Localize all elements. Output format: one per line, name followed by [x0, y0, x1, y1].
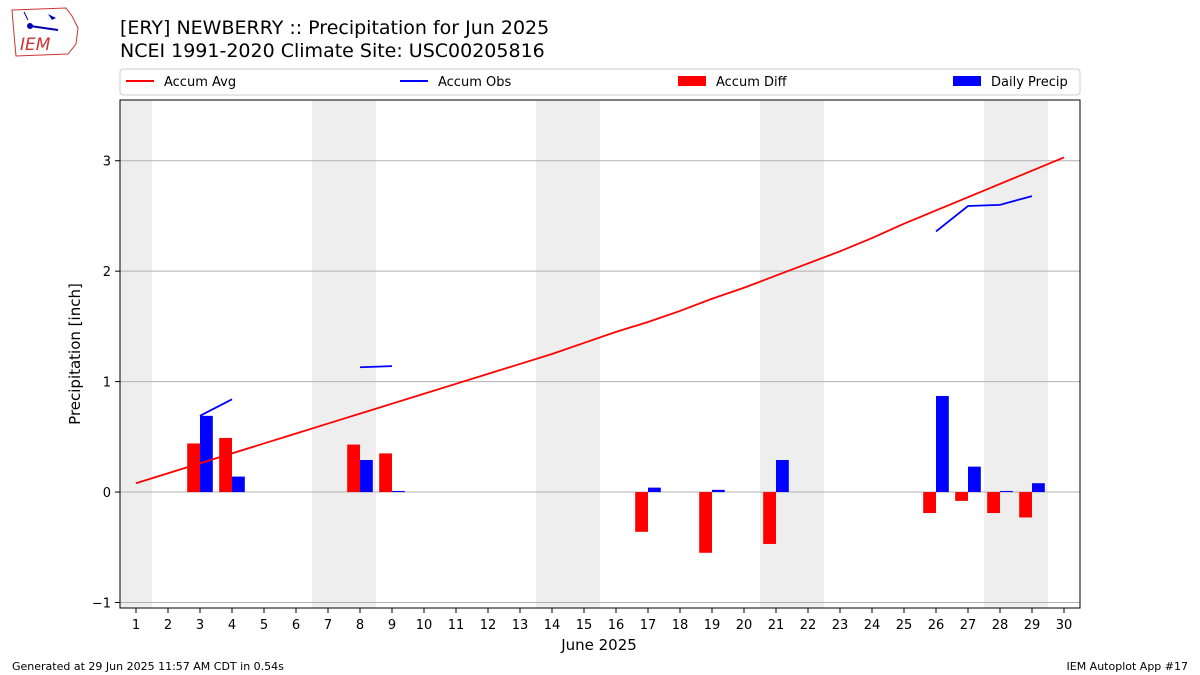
accum-diff-bar — [379, 453, 392, 493]
plot-frame — [119, 99, 1081, 609]
accum-diff-bar — [763, 492, 776, 544]
daily-precip-bar — [392, 490, 405, 493]
accum-avg-line — [135, 156, 1065, 485]
footer-app: IEM Autoplot App #17 — [1066, 660, 1189, 673]
x-tick-label: 14 — [544, 618, 561, 633]
x-tick-label: 7 — [324, 618, 332, 633]
bars — [187, 395, 1045, 553]
accum-diff-bar — [1019, 492, 1032, 518]
daily-precip-bar — [648, 487, 661, 493]
x-tick-label: 22 — [800, 618, 817, 633]
accum-diff-bar — [923, 492, 936, 514]
legend-swatch-daily_precip — [953, 76, 981, 86]
x-tick-label: 8 — [356, 618, 364, 633]
x-tick-label: 4 — [228, 618, 236, 633]
x-axis-label: June 2025 — [560, 636, 637, 654]
weekend-band — [568, 100, 600, 608]
accum-diff-bar — [699, 492, 712, 553]
weekend-band — [792, 100, 824, 608]
daily-precip-bar — [1032, 483, 1045, 493]
accum-diff-bar — [187, 443, 200, 493]
chart-subtitle: NCEI 1991-2020 Climate Site: USC00205816 — [120, 40, 545, 62]
x-tick-label: 25 — [896, 618, 913, 633]
x-tick-label: 18 — [672, 618, 689, 633]
legend-label-daily_precip: Daily Precip — [991, 75, 1068, 90]
x-tick-label: 5 — [260, 618, 268, 633]
x-tick-label: 2 — [164, 618, 172, 633]
y-tick-label: −1 — [92, 596, 111, 611]
weekend-band — [1016, 100, 1048, 608]
x-tick-label: 20 — [736, 618, 753, 633]
lines — [135, 156, 1065, 485]
weekend-band — [312, 100, 344, 608]
legend-label-accum_diff: Accum Diff — [716, 75, 788, 90]
daily-precip-bar — [968, 466, 981, 493]
x-tick-label: 29 — [1024, 618, 1041, 633]
x-tick-label: 10 — [416, 618, 433, 633]
x-tick-label: 17 — [640, 618, 657, 633]
x-tick-label: 19 — [704, 618, 721, 633]
grid-lines — [120, 160, 1080, 603]
daily-precip-bar — [232, 476, 245, 493]
x-tick-label: 3 — [196, 618, 204, 633]
legend: Accum Avg Accum Obs Accum Diff Daily Precip — [119, 68, 1081, 96]
legend-label-accum_obs: Accum Obs — [438, 75, 511, 90]
accum-obs-line — [935, 195, 1033, 233]
y-tick-label: 1 — [103, 376, 111, 391]
accum-diff-bar — [987, 492, 1000, 514]
daily-precip-bar — [200, 415, 213, 493]
x-tick-label: 15 — [576, 618, 593, 633]
weekend-band — [344, 100, 376, 608]
y-tick-label: 2 — [103, 265, 111, 280]
x-tick-label: 30 — [1056, 618, 1073, 633]
accum-diff-bar — [955, 492, 968, 501]
y-axis-label: Precipitation [inch] — [66, 283, 84, 425]
daily-precip-bar — [360, 460, 373, 493]
weekend-band — [120, 100, 152, 608]
x-tick-label: 24 — [864, 618, 881, 633]
daily-precip-bar — [776, 460, 789, 493]
footer-generated: Generated at 29 Jun 2025 11:57 AM CDT in… — [12, 660, 284, 673]
logo-text: IEM — [20, 35, 51, 55]
legend-swatch-accum_diff — [678, 76, 706, 86]
weekend-shading — [120, 100, 1048, 608]
x-tick-label: 13 — [512, 618, 529, 633]
x-tick-label: 11 — [448, 618, 465, 633]
accum-diff-bar — [635, 492, 648, 532]
chart-title: [ERY] NEWBERRY :: Precipitation for Jun … — [120, 17, 550, 39]
x-tick-label: 27 — [960, 618, 977, 633]
x-tick-label: 6 — [292, 618, 300, 633]
y-tick-label: 0 — [103, 486, 111, 501]
x-tick-label: 28 — [992, 618, 1009, 633]
x-tick-label: 1 — [132, 618, 140, 633]
weekend-band — [984, 100, 1016, 608]
daily-precip-bar — [936, 395, 949, 493]
x-tick-label: 9 — [388, 618, 396, 633]
y-tick-label: 3 — [103, 155, 111, 170]
accum-diff-bar — [219, 437, 232, 493]
daily-precip-bar — [712, 489, 725, 493]
legend-box — [119, 68, 1081, 96]
x-tick-label: 16 — [608, 618, 625, 633]
accum-obs-line — [199, 398, 233, 417]
x-tick-label: 21 — [768, 618, 785, 633]
iem-logo: IEM — [11, 7, 79, 57]
x-tick-label: 12 — [480, 618, 497, 633]
x-tick-label: 23 — [832, 618, 849, 633]
x-tick-label: 26 — [928, 618, 945, 633]
accum-diff-bar — [347, 444, 360, 493]
daily-precip-bar — [1000, 490, 1013, 493]
accum-obs-line — [359, 365, 393, 369]
legend-label-accum_avg: Accum Avg — [164, 75, 236, 90]
